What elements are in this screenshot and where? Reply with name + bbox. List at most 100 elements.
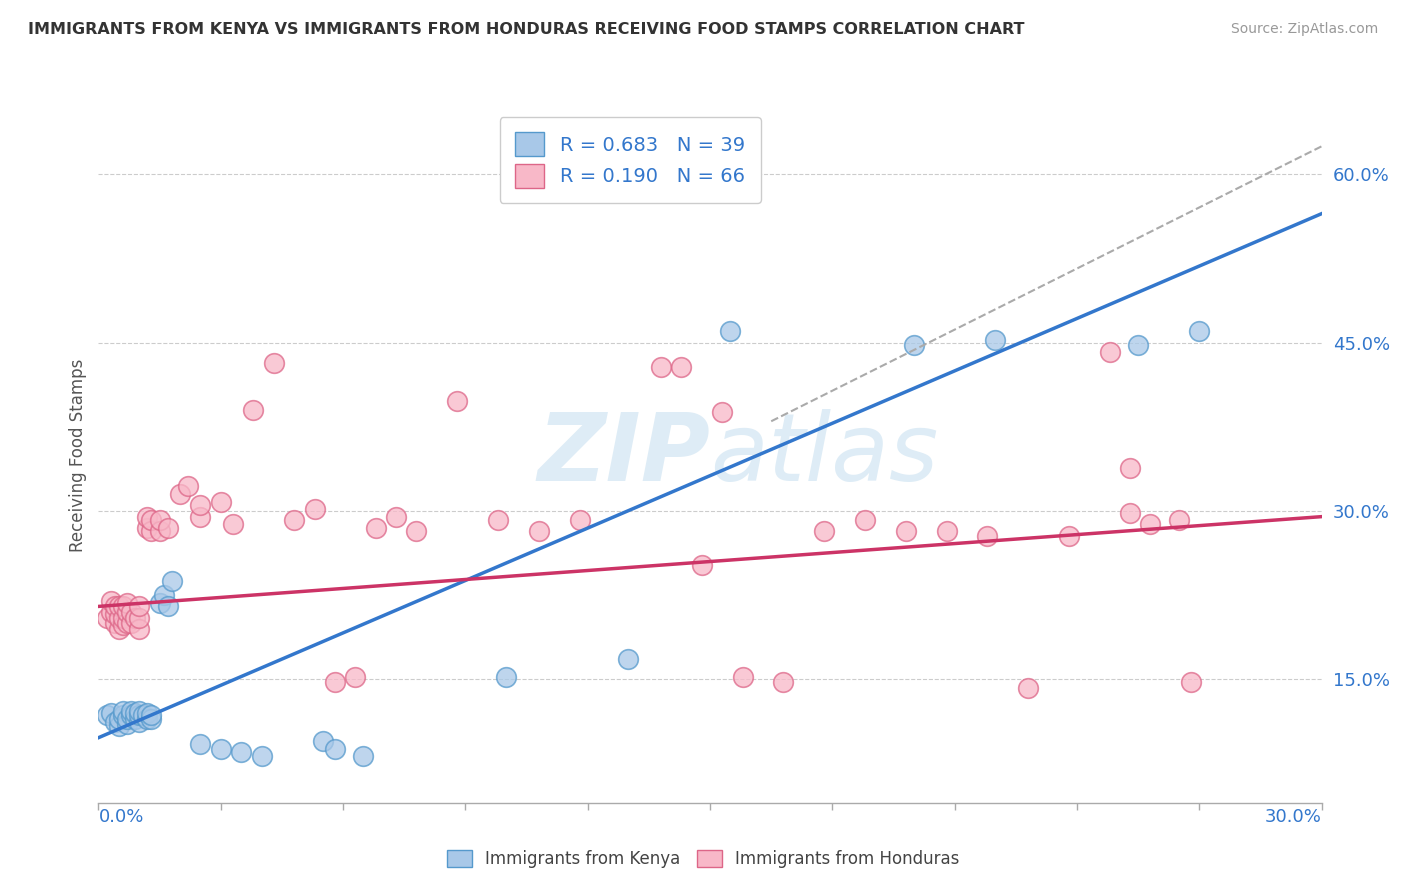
Text: IMMIGRANTS FROM KENYA VS IMMIGRANTS FROM HONDURAS RECEIVING FOOD STAMPS CORRELAT: IMMIGRANTS FROM KENYA VS IMMIGRANTS FROM… xyxy=(28,22,1025,37)
Point xyxy=(344,670,367,684)
Point xyxy=(650,360,672,375)
Point xyxy=(231,745,253,759)
Point xyxy=(385,509,408,524)
Point xyxy=(136,706,159,720)
Point xyxy=(111,610,134,624)
Point xyxy=(104,599,127,614)
Point xyxy=(128,704,150,718)
Point xyxy=(141,524,163,539)
Point xyxy=(108,599,131,614)
Point xyxy=(104,714,127,729)
Point xyxy=(136,712,159,726)
Point xyxy=(111,599,134,614)
Point xyxy=(1167,513,1189,527)
Point xyxy=(104,616,127,631)
Point xyxy=(132,708,155,723)
Point xyxy=(813,524,835,539)
Point xyxy=(120,704,142,718)
Point xyxy=(711,405,734,419)
Point xyxy=(304,501,326,516)
Point xyxy=(100,706,122,720)
Point xyxy=(104,607,127,622)
Point xyxy=(222,517,245,532)
Point xyxy=(364,521,387,535)
Point xyxy=(124,610,146,624)
Point xyxy=(141,513,163,527)
Point xyxy=(136,521,159,535)
Point xyxy=(111,618,134,632)
Point xyxy=(1098,344,1121,359)
Point xyxy=(671,360,693,375)
Point xyxy=(352,748,374,763)
Y-axis label: Receiving Food Stamps: Receiving Food Stamps xyxy=(69,359,87,551)
Point xyxy=(128,708,150,723)
Point xyxy=(100,594,122,608)
Point xyxy=(128,622,150,636)
Point xyxy=(128,610,150,624)
Point xyxy=(120,708,142,723)
Point xyxy=(152,588,174,602)
Point xyxy=(209,742,232,756)
Point xyxy=(1057,529,1080,543)
Point xyxy=(136,509,159,524)
Legend: Immigrants from Kenya, Immigrants from Honduras: Immigrants from Kenya, Immigrants from H… xyxy=(440,843,966,875)
Point xyxy=(115,616,138,631)
Point xyxy=(156,521,179,535)
Point xyxy=(250,748,273,763)
Point xyxy=(108,622,131,636)
Legend: R = 0.683   N = 39, R = 0.190   N = 66: R = 0.683 N = 39, R = 0.190 N = 66 xyxy=(499,117,761,203)
Point xyxy=(188,738,212,752)
Text: 0.0%: 0.0% xyxy=(98,808,143,826)
Point xyxy=(1119,461,1142,475)
Text: Source: ZipAtlas.com: Source: ZipAtlas.com xyxy=(1230,22,1378,37)
Point xyxy=(188,499,212,513)
Point xyxy=(141,712,163,726)
Point xyxy=(568,513,591,527)
Text: atlas: atlas xyxy=(710,409,938,500)
Point xyxy=(149,524,172,539)
Point xyxy=(115,717,138,731)
Point xyxy=(527,524,550,539)
Point xyxy=(984,334,1007,348)
Point xyxy=(894,524,917,539)
Point xyxy=(1128,338,1150,352)
Point xyxy=(108,610,131,624)
Point xyxy=(976,529,998,543)
Point xyxy=(124,712,146,726)
Point xyxy=(263,356,285,370)
Point xyxy=(96,610,118,624)
Point xyxy=(156,599,179,614)
Point xyxy=(720,325,742,339)
Point xyxy=(323,674,346,689)
Point xyxy=(149,513,172,527)
Point xyxy=(209,495,232,509)
Point xyxy=(128,599,150,614)
Point xyxy=(242,403,264,417)
Point xyxy=(446,394,468,409)
Point xyxy=(124,706,146,720)
Point xyxy=(108,712,131,726)
Text: 30.0%: 30.0% xyxy=(1265,808,1322,826)
Point xyxy=(128,714,150,729)
Point xyxy=(100,605,122,619)
Point xyxy=(177,479,200,493)
Point xyxy=(903,338,925,352)
Point xyxy=(772,674,794,689)
Point xyxy=(160,574,183,588)
Point xyxy=(120,605,142,619)
Point xyxy=(1180,674,1202,689)
Text: ZIP: ZIP xyxy=(537,409,710,501)
Point xyxy=(323,742,346,756)
Point xyxy=(115,605,138,619)
Point xyxy=(115,596,138,610)
Point xyxy=(495,670,517,684)
Point xyxy=(111,704,134,718)
Point xyxy=(188,509,212,524)
Point xyxy=(1017,681,1039,696)
Point xyxy=(120,616,142,631)
Point xyxy=(1119,506,1142,520)
Point xyxy=(283,513,305,527)
Point xyxy=(935,524,957,539)
Point xyxy=(617,652,640,666)
Point xyxy=(149,596,172,610)
